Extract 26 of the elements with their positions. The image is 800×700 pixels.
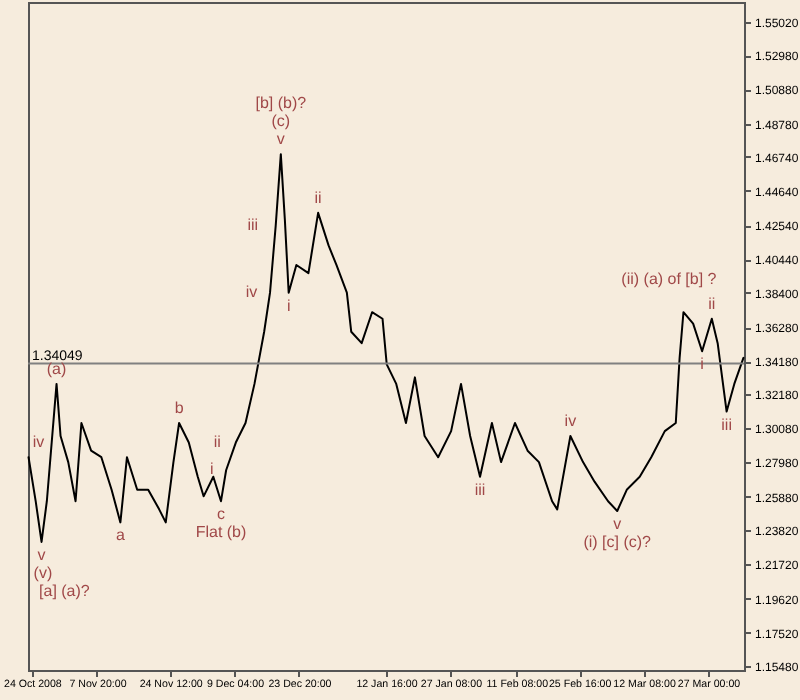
annotation: c: [216, 505, 225, 524]
annotation: [b] (b)?: [255, 94, 308, 113]
annotation: (i) [c] (c)?: [583, 532, 653, 551]
annotation: (c): [271, 112, 291, 131]
annotation: iii: [721, 415, 733, 434]
annotation: ii: [213, 432, 222, 451]
annotation: Flat (b): [195, 523, 247, 542]
annotation: i: [700, 355, 705, 374]
annotation: iv: [564, 412, 577, 431]
annotation: (v): [33, 563, 53, 582]
annotation: ii: [708, 294, 716, 313]
annotation: iii: [474, 480, 486, 499]
annotation: v: [276, 130, 285, 149]
annotation: (a): [46, 359, 67, 378]
annotation: i: [286, 296, 291, 315]
annotation: (ii) (a) of [b] ?: [621, 270, 718, 289]
annotation: iii: [247, 215, 259, 234]
annotation: v: [37, 545, 46, 564]
annotation: iv: [32, 433, 45, 452]
annotation: a: [115, 526, 126, 545]
annotation: v: [613, 514, 622, 533]
annotation: i: [210, 460, 215, 479]
annotation: b: [174, 399, 185, 417]
annotation: iv: [245, 282, 258, 301]
annotation: [a] (a)?: [39, 581, 91, 600]
annotation: ii: [314, 188, 323, 207]
